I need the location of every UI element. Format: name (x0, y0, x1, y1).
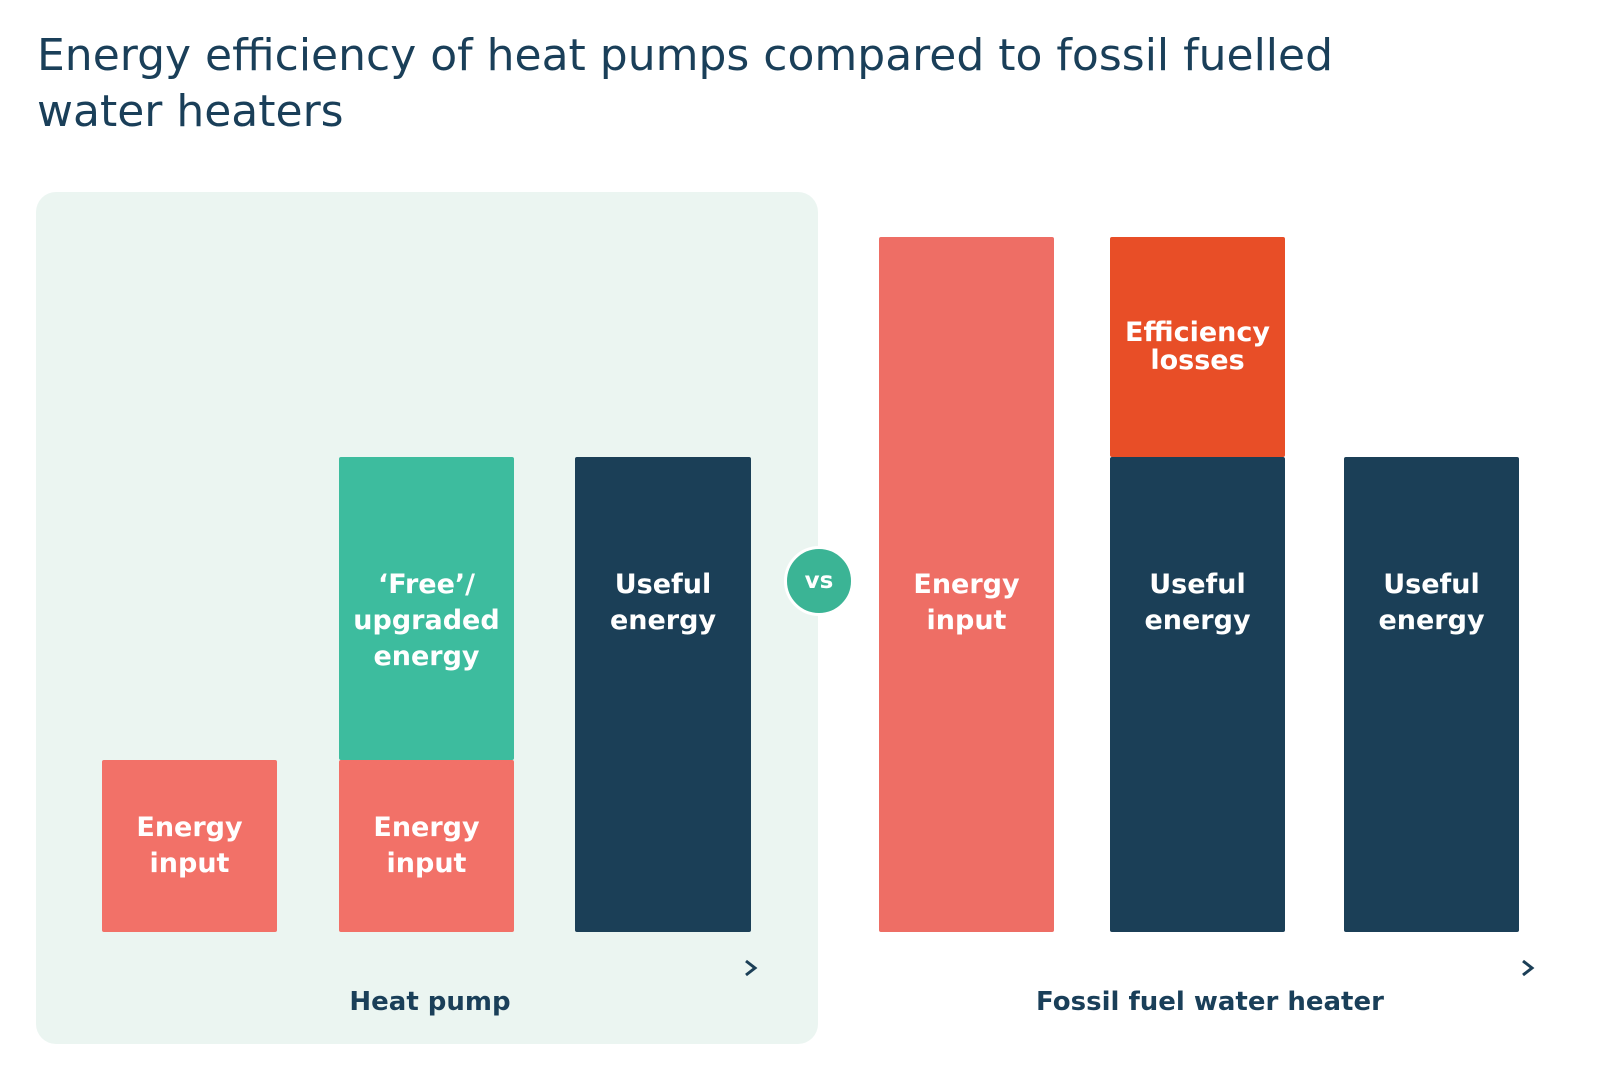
title-line-2: water heaters (37, 86, 344, 137)
heat-pump-arrow (102, 959, 758, 977)
heat-pump-free-energy-bar: ‘Free’/ upgraded energy (339, 457, 514, 760)
fossil-efficiency-losses-bar: Efficiency losses (1110, 237, 1285, 457)
fossil-label: Fossil fuel water heater (1036, 987, 1384, 1017)
fossil-energy-input-bar: Energy input (879, 237, 1054, 932)
title-line-1: Energy efficiency of heat pumps compared… (37, 30, 1334, 81)
heat-pump-label: Heat pump (349, 987, 511, 1017)
heat-pump-energy-input-bar: Energy input (102, 760, 277, 932)
fossil-useful-energy-segment: Useful energy (1110, 457, 1285, 932)
heat-pump-energy-input-segment: Energy input (339, 760, 514, 932)
page-title: Energy efficiency of heat pumps compared… (37, 28, 1337, 140)
fossil-useful-energy-bar: Useful energy (1344, 457, 1519, 932)
heat-pump-useful-energy-bar: Useful energy (575, 457, 751, 932)
vs-badge: vs (784, 546, 854, 616)
fossil-arrow (879, 959, 1535, 977)
